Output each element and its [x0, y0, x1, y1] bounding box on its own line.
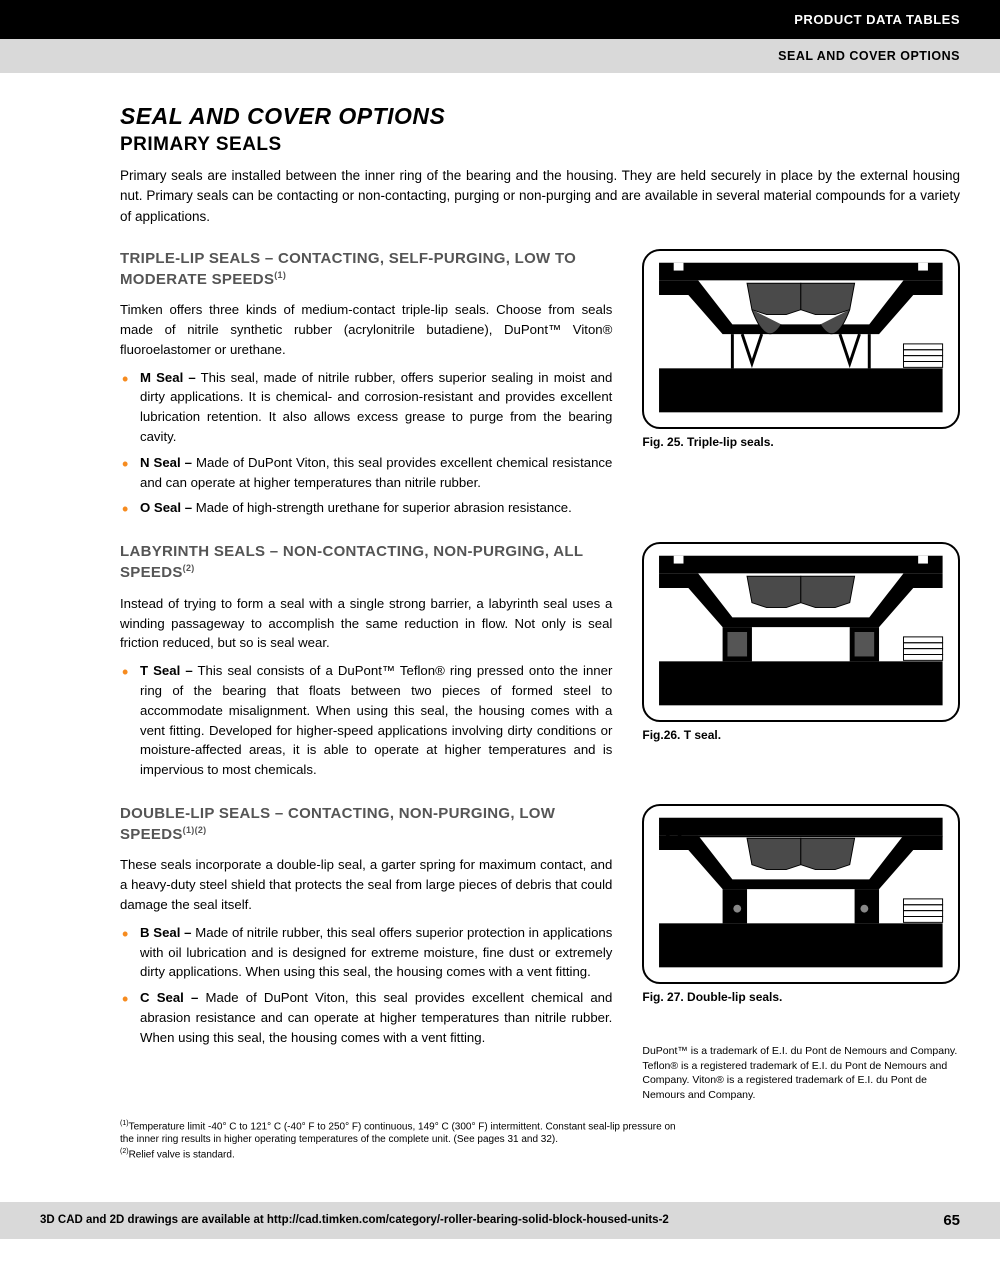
- figure-26-caption: Fig.26. T seal.: [642, 728, 960, 742]
- page-content: SEAL AND COVER OPTIONS PRIMARY SEALS Pri…: [0, 73, 1000, 1182]
- trademark-notice: DuPont™ is a trademark of E.I. du Pont d…: [642, 1044, 960, 1103]
- list-item: M Seal – This seal, made of nitrile rubb…: [134, 368, 612, 447]
- section-double: DOUBLE-LIP SEALS – CONTACTING, NON-PURGI…: [120, 804, 960, 1103]
- triple-body: Timken offers three kinds of medium-cont…: [120, 300, 612, 359]
- list-item: T Seal – This seal consists of a DuPont™…: [134, 661, 612, 780]
- header-gray-bar: SEAL AND COVER OPTIONS: [0, 39, 1000, 73]
- double-body: These seals incorporate a double-lip sea…: [120, 855, 612, 914]
- labyrinth-heading: LABYRINTH SEALS – NON-CONTACTING, NON-PU…: [120, 542, 612, 584]
- main-title: SEAL AND COVER OPTIONS: [120, 103, 960, 130]
- figure-25-caption: Fig. 25. Triple-lip seals.: [642, 435, 960, 449]
- footnotes: (1)Temperature limit -40° C to 121° C (-…: [120, 1119, 680, 1162]
- page-footer: 3D CAD and 2D drawings are available at …: [0, 1202, 1000, 1239]
- intro-text: Primary seals are installed between the …: [120, 166, 960, 227]
- labyrinth-body: Instead of trying to form a seal with a …: [120, 594, 612, 653]
- seal-diagram-icon: [644, 806, 958, 982]
- labyrinth-list: T Seal – This seal consists of a DuPont™…: [120, 661, 612, 780]
- sub-title: PRIMARY SEALS: [120, 134, 960, 156]
- figure-25-diagram: [642, 249, 960, 429]
- header-black-bar: PRODUCT DATA TABLES: [0, 0, 1000, 39]
- figure-27-diagram: [642, 804, 960, 984]
- section-triple: TRIPLE-LIP SEALS – CONTACTING, SELF-PURG…: [120, 249, 960, 526]
- section-labyrinth: LABYRINTH SEALS – NON-CONTACTING, NON-PU…: [120, 542, 960, 788]
- double-list: B Seal – Made of nitrile rubber, this se…: [120, 923, 612, 1048]
- page-number: 65: [943, 1212, 960, 1229]
- triple-heading: TRIPLE-LIP SEALS – CONTACTING, SELF-PURG…: [120, 249, 612, 291]
- list-item: O Seal – Made of high-strength urethane …: [134, 498, 612, 518]
- footer-text: 3D CAD and 2D drawings are available at …: [40, 1214, 669, 1226]
- figure-26-diagram: [642, 542, 960, 722]
- double-heading: DOUBLE-LIP SEALS – CONTACTING, NON-PURGI…: [120, 804, 612, 846]
- figure-27-caption: Fig. 27. Double-lip seals.: [642, 990, 960, 1004]
- list-item: B Seal – Made of nitrile rubber, this se…: [134, 923, 612, 982]
- list-item: N Seal – Made of DuPont Viton, this seal…: [134, 453, 612, 493]
- seal-diagram-icon: [644, 251, 958, 427]
- triple-list: M Seal – This seal, made of nitrile rubb…: [120, 368, 612, 519]
- list-item: C Seal – Made of DuPont Viton, this seal…: [134, 988, 612, 1047]
- seal-diagram-icon: [644, 544, 958, 720]
